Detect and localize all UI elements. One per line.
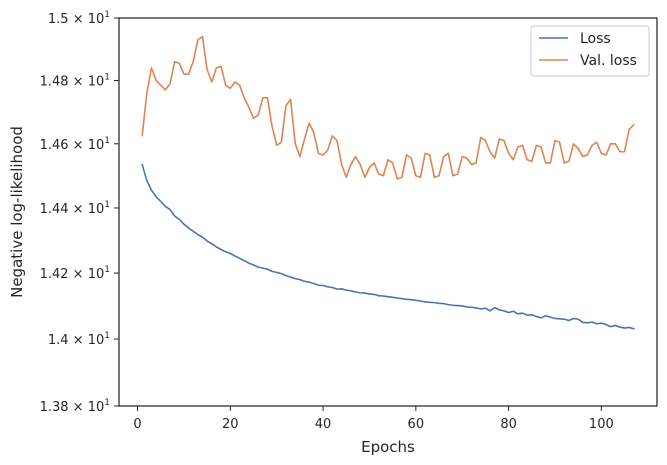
x-tick-label: 60: [408, 417, 425, 432]
legend: Loss Val. loss: [530, 25, 650, 77]
series-line-val-loss: [141, 35, 635, 180]
x-tick-label: 80: [500, 417, 517, 432]
legend-label-loss: Loss: [580, 31, 611, 47]
x-tick-label: 0: [133, 417, 141, 432]
y-tick-label: 1.4 × 101: [48, 331, 110, 348]
series-line-loss: [141, 163, 635, 330]
y-axis-label: Negative log-likelihood: [8, 126, 26, 298]
plot-background: [119, 18, 657, 406]
y-tick-label: 1.46 × 101: [40, 136, 110, 153]
y-tick-label: 1.38 × 101: [40, 398, 110, 415]
y-tick-label: 1.48 × 101: [40, 72, 110, 89]
y-tick-label: 1.44 × 101: [40, 200, 110, 217]
plot-frame: [118, 17, 658, 407]
x-tick-label: 20: [222, 417, 239, 432]
y-ticks: 1.38 × 101 1.4 × 101 1.42 × 101 1.44 × 101 1…: [40, 10, 119, 415]
legend-label-val-loss: Val. loss: [580, 53, 637, 69]
x-axis-label: Epochs: [361, 438, 415, 456]
y-tick-label: 1.5 × 101: [48, 10, 110, 27]
x-tick-label: 40: [315, 417, 332, 432]
x-tick-label: 100: [589, 417, 614, 432]
series-layer: [141, 35, 635, 330]
x-ticks: 0 20 40 60 80 100: [133, 406, 614, 432]
y-tick-label: 1.42 × 101: [40, 265, 110, 282]
